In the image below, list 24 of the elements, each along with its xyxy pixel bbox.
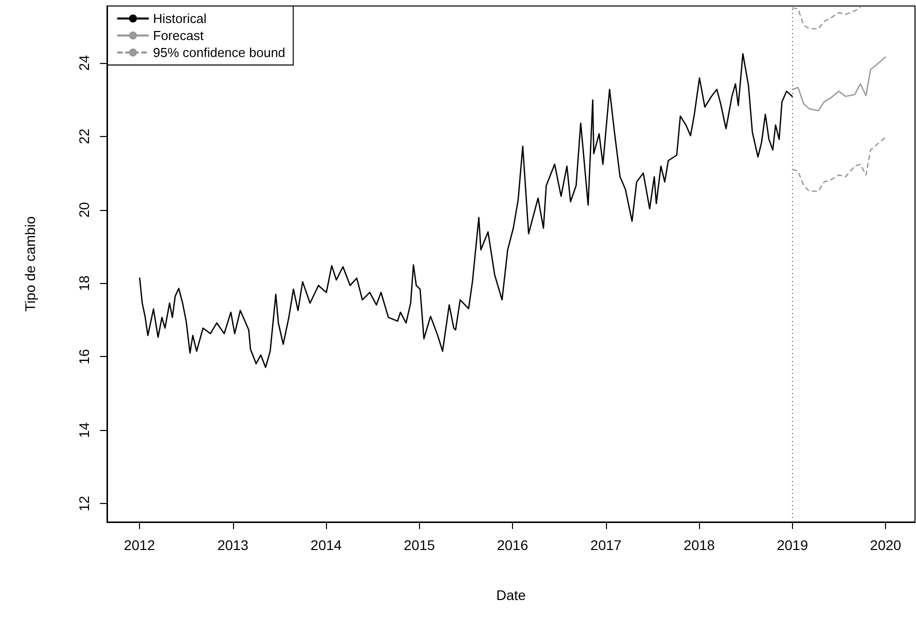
x-axis-title: Date — [496, 587, 526, 603]
y-tick-label: 16 — [76, 348, 92, 365]
x-tick-label: 2019 — [776, 537, 808, 553]
line-series — [792, 136, 886, 192]
line-series — [792, 56, 886, 112]
y-axis-title: Tipo de cambio — [22, 216, 38, 312]
x-tick-label: 2017 — [590, 537, 622, 553]
y-tick-label: 22 — [76, 128, 92, 144]
legend-label: Forecast — [153, 28, 204, 43]
x-tick-label: 2013 — [217, 537, 249, 553]
line-series — [792, 6, 861, 30]
y-tick-label: 14 — [76, 422, 92, 438]
x-tick-label: 2015 — [404, 537, 436, 553]
y-tick-label: 18 — [76, 275, 92, 292]
y-tick-label: 24 — [76, 54, 92, 71]
x-tick-label: 2016 — [496, 537, 528, 553]
legend-label: 95% confidence bound — [153, 45, 286, 60]
x-tick-label: 2014 — [310, 537, 342, 553]
y-tick-label: 12 — [76, 496, 92, 512]
x-tick-label: 2018 — [684, 537, 715, 553]
legend-label: Historical — [153, 11, 207, 26]
x-tick-label: 2012 — [124, 537, 156, 553]
x-tick-label: 2020 — [870, 537, 902, 553]
y-tick-label: 20 — [76, 202, 92, 218]
